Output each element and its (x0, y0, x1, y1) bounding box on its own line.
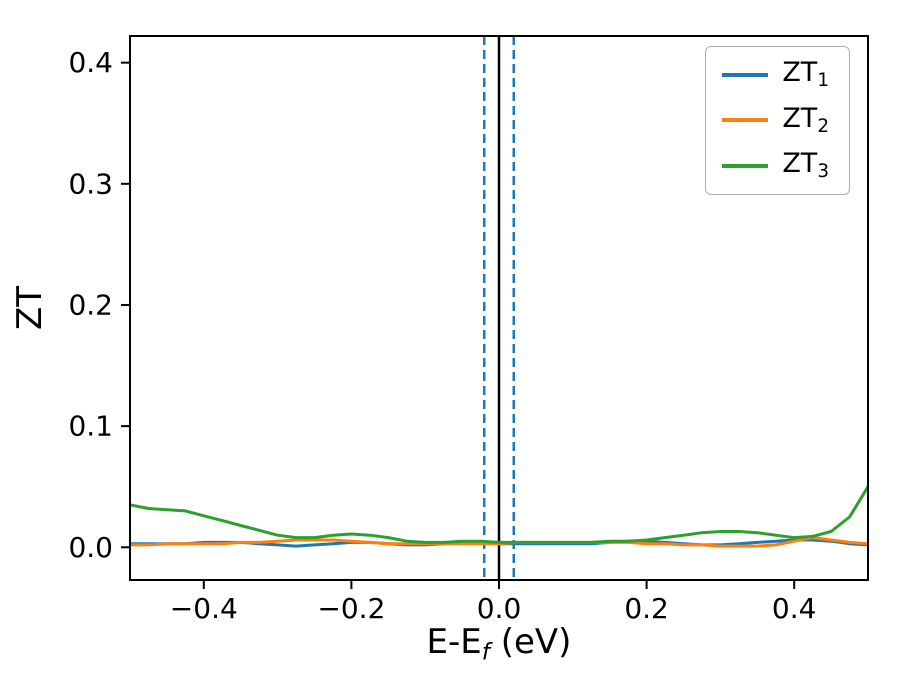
y-tick-label: 0.0 (68, 531, 113, 564)
x-tick-label: 0.2 (624, 592, 669, 625)
legend-label: ZT3 (782, 148, 829, 183)
legend-line-sample (722, 163, 769, 168)
legend-label: ZT2 (782, 102, 829, 137)
legend-entry-zt3: ZT3 (722, 150, 829, 182)
x-tick-label: 0.0 (477, 592, 522, 625)
legend-line-sample (722, 72, 769, 77)
legend-line-sample (722, 118, 769, 123)
series-line-zt3 (130, 485, 868, 544)
y-tick-label: 0.1 (68, 410, 113, 443)
y-tick-label: 0.4 (68, 46, 113, 79)
x-tick-label: 0.4 (772, 592, 817, 625)
legend: ZT1 ZT2 ZT3 (705, 46, 850, 195)
y-axis-label: ZT (10, 285, 50, 331)
x-tick-label: −0.4 (170, 592, 238, 625)
x-tick-label: −0.2 (317, 592, 385, 625)
legend-label: ZT1 (782, 57, 829, 92)
legend-entry-zt1: ZT1 (722, 59, 829, 91)
x-axis-label-unit: (eV) (489, 622, 572, 662)
legend-entry-zt2: ZT2 (722, 105, 829, 137)
x-axis-label-subscript: f (481, 639, 490, 666)
y-tick-label: 0.2 (68, 288, 113, 321)
y-tick-label: 0.3 (68, 167, 113, 200)
x-axis-label-main: E-E (426, 622, 482, 662)
x-axis-label: E-Ef (eV) (427, 622, 572, 665)
